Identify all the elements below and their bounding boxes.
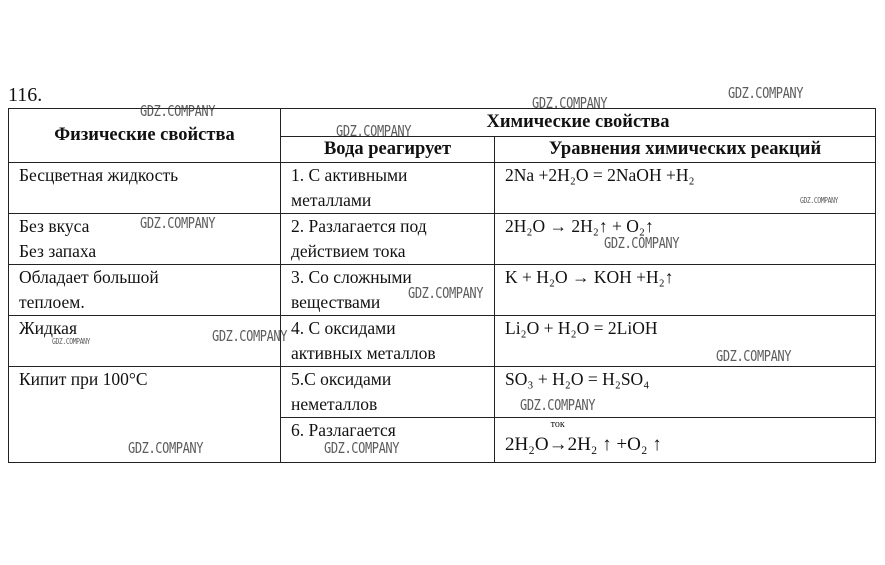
equation-cell: K + H₂O → KOH +H₂↑ bbox=[494, 264, 876, 316]
reaction-cell: 1. С активными металлами bbox=[280, 162, 495, 214]
table-row: 6. Разлагается 2H₂O ток →2H₂ ↑ +O₂ ↑ bbox=[9, 417, 876, 463]
reaction-text: неметаллов bbox=[291, 394, 378, 414]
reaction-text: активных металлов bbox=[291, 343, 436, 363]
arrow-icon: → bbox=[548, 434, 568, 455]
reaction-cell: 5.С оксидами неметаллов bbox=[280, 366, 495, 418]
physical-text: Обладает большой bbox=[19, 267, 159, 287]
reaction-text: 1. С активными bbox=[291, 165, 408, 185]
watermark: GDZ.COMPANY bbox=[728, 84, 804, 102]
physical-text: Без вкуса bbox=[19, 216, 90, 236]
physical-cell: Кипит при 100°С bbox=[8, 366, 281, 463]
water-properties-table: Физические свойства Химические свойства … bbox=[8, 108, 876, 463]
equation-cell: 2Na +2H₂O = 2NaOH +H₂ bbox=[494, 162, 876, 214]
reaction-cell: 4. С оксидами активных металлов bbox=[280, 315, 495, 367]
condition-label: ток bbox=[550, 419, 565, 430]
reaction-text: 3. Со сложными bbox=[291, 267, 412, 287]
physical-cell: Жидкая bbox=[8, 315, 281, 367]
equation-cell: 2H₂O ток →2H₂ ↑ +O₂ ↑ bbox=[494, 417, 876, 463]
table-row: Кипит при 100°С 5.С оксидами неметаллов S… bbox=[8, 366, 876, 463]
header-chemical: Химические свойства bbox=[280, 108, 876, 137]
table-row: Обладает большой теплоем. 3. Со сложными в… bbox=[8, 264, 876, 316]
reaction-text: 5.С оксидами bbox=[291, 369, 392, 389]
reaction-text: 2. Разлагается под bbox=[291, 216, 427, 236]
table-row: Бесцветная жидкость 1. С активными металл… bbox=[8, 162, 876, 214]
physical-cell: Обладает большой теплоем. bbox=[8, 264, 281, 316]
equation-cell: Li₂O + H₂O = 2LiOH bbox=[494, 315, 876, 367]
equation-cell: 2H₂O → 2H₂↑ + O₂↑ bbox=[494, 213, 876, 265]
problem-number: 116. bbox=[8, 84, 43, 106]
table-row: Жидкая 4. С оксидами активных металлов Li… bbox=[8, 315, 876, 367]
reaction-text: действием тока bbox=[291, 241, 406, 261]
physical-text: Без запаха bbox=[19, 241, 97, 261]
reaction-cell: 3. Со сложными веществами bbox=[280, 264, 495, 316]
reaction-text: 4. С оксидами bbox=[291, 318, 396, 338]
header-equations: Уравнения химических реакций bbox=[494, 136, 876, 163]
equation-cell: SO₃ + H₂O = H₂SO₄ bbox=[494, 366, 876, 418]
physical-cell: Бесцветная жидкость bbox=[8, 162, 281, 214]
equation-right: 2H₂ ↑ +O₂ ↑ bbox=[567, 434, 662, 455]
reaction-cell: 2. Разлагается под действием тока bbox=[280, 213, 495, 265]
reaction-text: веществами bbox=[291, 292, 381, 312]
table-row: Без вкуса Без запаха 2. Разлагается под де… bbox=[8, 213, 876, 265]
equation-left: 2H₂O bbox=[505, 434, 549, 455]
header-water-reacts: Вода реагирует bbox=[280, 136, 495, 163]
header-physical: Физические свойства bbox=[8, 108, 281, 163]
physical-cell: Без вкуса Без запаха bbox=[8, 213, 281, 265]
reaction-text: металлами bbox=[291, 190, 372, 210]
reaction-cell: 6. Разлагается bbox=[280, 417, 495, 463]
physical-text: теплоем. bbox=[19, 292, 85, 312]
